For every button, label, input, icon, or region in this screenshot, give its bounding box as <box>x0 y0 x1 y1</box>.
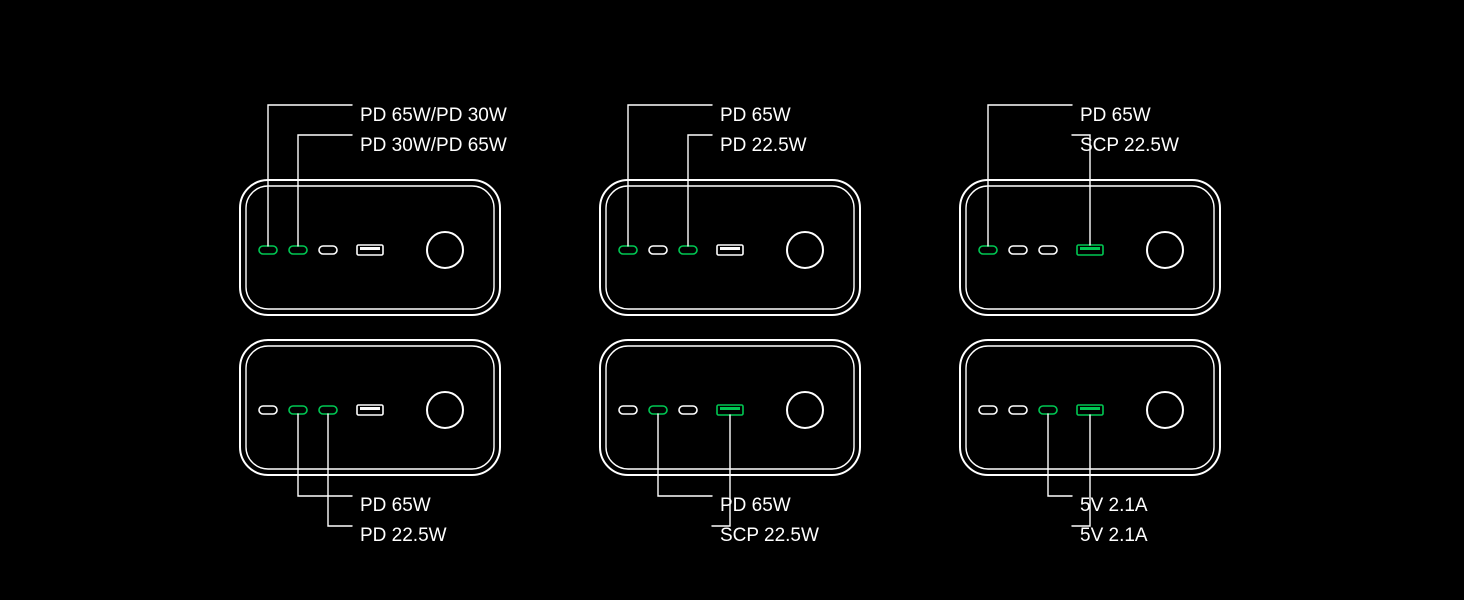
usb-a-port-tongue-icon <box>1080 407 1100 410</box>
port-label-1: SCP 22.5W <box>1080 135 1179 156</box>
port-label-1: SCP 22.5W <box>720 525 819 546</box>
usb-a-port-tongue-icon <box>720 407 740 410</box>
port-label-1: PD 30W/PD 65W <box>360 135 507 156</box>
port-label-1: PD 22.5W <box>720 135 807 156</box>
port-label-1: PD 22.5W <box>360 525 447 546</box>
port-label-0: PD 65W <box>720 105 791 126</box>
usb-a-port-tongue-icon <box>360 407 380 410</box>
port-label-0: PD 65W/PD 30W <box>360 105 507 126</box>
port-label-1: 5V 2.1A <box>1080 525 1148 546</box>
diagram-canvas: PD 65W/PD 30W PD 30W/PD 65W PD 65W PD 22.5W… <box>0 0 1464 600</box>
usb-a-port-tongue-icon <box>720 247 740 250</box>
port-label-0: PD 65W <box>1080 105 1151 126</box>
usb-a-port-tongue-icon <box>360 247 380 250</box>
port-label-0: PD 65W <box>360 495 431 516</box>
usb-a-port-tongue-icon <box>1080 247 1100 250</box>
